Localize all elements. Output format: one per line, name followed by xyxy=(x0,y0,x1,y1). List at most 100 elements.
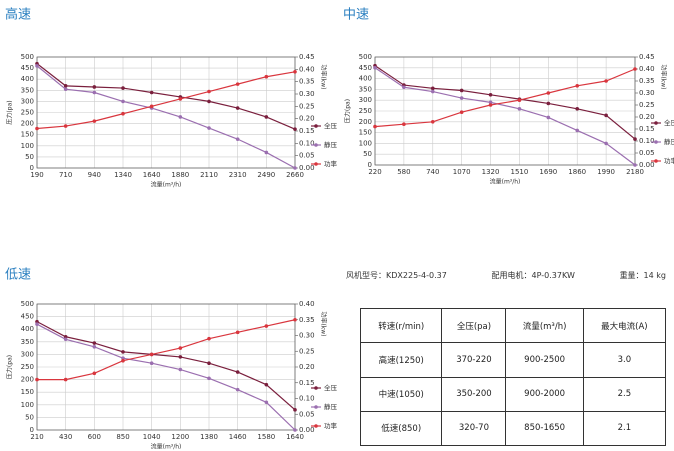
y-tick-label: 400 xyxy=(359,75,372,83)
specs: 风机型号：KDX225-4-0.37 配用电机：4P-0.37KW 重量：14 kg xyxy=(346,270,666,281)
y2-tick-label: 0.10 xyxy=(299,395,315,403)
table-cell: 2.5 xyxy=(582,376,667,412)
point xyxy=(488,93,493,97)
point xyxy=(293,70,297,74)
series-line xyxy=(36,71,296,130)
y2-tick-label: 0.40 xyxy=(299,300,315,308)
point xyxy=(121,111,125,116)
y2-tick-label: 0.35 xyxy=(639,77,655,85)
point xyxy=(63,337,68,342)
series-line xyxy=(36,65,296,169)
y-tick-label: 350 xyxy=(21,86,34,94)
y2-tick-label: 0.10 xyxy=(299,139,315,147)
y-tick-label: 500 xyxy=(21,53,34,61)
point xyxy=(517,98,522,102)
y2-tick-label: 0.40 xyxy=(639,65,655,73)
spec: 配用电机：4P-0.37KW xyxy=(491,271,575,280)
x-tick-label: 710 xyxy=(59,171,72,179)
point xyxy=(207,336,211,341)
y-tick-label: 300 xyxy=(359,96,372,104)
chart-title: 高速 xyxy=(5,7,31,23)
point xyxy=(92,119,97,123)
y2-tick-label: 0.20 xyxy=(299,363,315,371)
point xyxy=(575,107,580,111)
point xyxy=(92,90,97,95)
x-tick-label: 1070 xyxy=(453,168,471,176)
x-tick-label: 1380 xyxy=(200,433,218,441)
legend-label: 全压 xyxy=(664,118,674,127)
y2-tick-label: 0.35 xyxy=(299,78,315,86)
y-tick-label: 250 xyxy=(359,107,372,115)
x-tick-label: 2660 xyxy=(286,171,304,179)
point xyxy=(149,104,154,109)
table-row: 转速(r/min) 全压(pa) 流量(m³/h) 最大电流(A) xyxy=(359,307,667,344)
point xyxy=(207,99,211,104)
point xyxy=(633,163,637,167)
table-cell: 2.1 xyxy=(582,410,667,447)
legend-dot xyxy=(314,162,318,166)
table-row: 中速(1050) 350-200 900-2000 2.5 xyxy=(359,376,667,412)
x-tick-label: 740 xyxy=(426,168,439,176)
x-tick-label: 1580 xyxy=(257,433,275,441)
y2-tick-label: 0.05 xyxy=(299,410,315,418)
point xyxy=(121,350,125,354)
point xyxy=(402,85,406,90)
y-tick-label: 100 xyxy=(21,401,34,409)
point xyxy=(178,97,183,101)
y-tick-label: 250 xyxy=(21,109,34,117)
y2-tick-label: 0.05 xyxy=(299,152,315,160)
y-tick-label: 400 xyxy=(21,325,34,333)
point xyxy=(264,324,269,328)
point xyxy=(207,126,211,130)
y-tick-label: 100 xyxy=(359,139,372,147)
x-tick-label: 1690 xyxy=(539,168,557,176)
table-cell: 最大电流(A) xyxy=(582,307,667,344)
x-tick-label: 1510 xyxy=(511,168,529,176)
x-tick-label: 1640 xyxy=(143,171,161,179)
y2-tick-label: 0.20 xyxy=(639,113,655,121)
x-tick-label: 2310 xyxy=(229,171,247,179)
point xyxy=(178,367,183,372)
legend-label: 功率 xyxy=(664,156,674,165)
y-tick-label: 450 xyxy=(359,64,372,72)
point xyxy=(207,361,211,366)
table-cell: 850-1650 xyxy=(505,410,584,447)
point xyxy=(546,115,551,120)
y2-tick-label: 0.25 xyxy=(299,102,315,110)
x-tick-label: 220 xyxy=(368,168,381,176)
x-tick-label: 1460 xyxy=(229,433,247,441)
x-tick-label: 850 xyxy=(116,433,129,441)
point xyxy=(373,124,377,129)
point xyxy=(121,99,125,104)
point xyxy=(264,74,269,79)
point xyxy=(63,124,68,128)
point xyxy=(575,84,580,88)
x-tick-label: 580 xyxy=(397,168,410,176)
y2-tick-label: 0.25 xyxy=(299,347,315,355)
y-tick-label: 50 xyxy=(25,153,34,161)
point xyxy=(235,330,240,335)
x-tick-label: 1200 xyxy=(171,433,189,441)
spec: 重量：14 kg xyxy=(619,271,666,280)
table-cell: 900-2500 xyxy=(505,342,584,378)
y2-tick-label: 0.00 xyxy=(299,164,315,172)
y2-tick-label: 0.40 xyxy=(299,65,315,73)
x-tick-label: 190 xyxy=(30,171,43,179)
point xyxy=(35,322,39,326)
point xyxy=(488,100,493,105)
point xyxy=(517,107,522,111)
y-tick-label: 400 xyxy=(21,75,34,83)
legend-label: 功率 xyxy=(324,421,338,430)
y2-axis-title: 功率(kw) xyxy=(320,64,328,89)
y2-tick-label: 0.10 xyxy=(639,137,655,145)
series-line xyxy=(374,67,636,166)
legend-dot xyxy=(314,386,318,390)
point xyxy=(35,126,39,131)
point xyxy=(459,88,464,93)
y-tick-label: 150 xyxy=(21,388,34,396)
y-tick-label: 500 xyxy=(21,300,34,308)
x-tick-label: 1990 xyxy=(597,168,615,176)
y-tick-label: 450 xyxy=(21,64,34,72)
legend-label: 全压 xyxy=(324,383,338,392)
